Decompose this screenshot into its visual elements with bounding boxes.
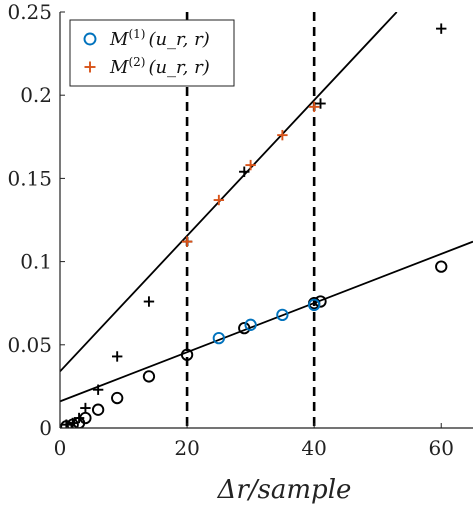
- series-3-point-7: [144, 371, 154, 381]
- series-4-point-9: [239, 167, 249, 177]
- y-tick-label-2: 0.1: [20, 250, 52, 274]
- fit-line-1: [60, 242, 473, 402]
- x-tick-label-3: 60: [429, 436, 454, 460]
- series-4-point-7: [144, 296, 154, 306]
- x-axis-label: Δr/sample: [217, 475, 352, 505]
- y-tick-label-1: 0.05: [7, 333, 52, 357]
- series-2-point-3: [245, 160, 255, 170]
- x-tick-label-0: 0: [54, 436, 67, 460]
- series-4-point-11: [436, 23, 446, 33]
- x-tick-label-2: 40: [301, 436, 326, 460]
- series-2-point-1: [182, 236, 192, 246]
- series-3-point-6: [112, 393, 122, 403]
- legend-label-1: M(1) (u_r, r): [109, 27, 210, 50]
- series-3-point-12: [436, 261, 446, 271]
- y-tick-label-5: 0.25: [7, 0, 52, 24]
- legend: M(1) (u_r, r) M(2) (u_r, r): [70, 20, 234, 86]
- series-4-point-6: [112, 351, 122, 361]
- y-tick-label-0: 0: [39, 416, 52, 440]
- series-4-point-4: [80, 403, 90, 413]
- x-tick-label-1: 20: [174, 436, 199, 460]
- series-2-point-2: [214, 195, 224, 205]
- series-3-point-5: [93, 404, 103, 414]
- legend-label-2: M(2) (u_r, r): [109, 55, 210, 78]
- y-tick-label-4: 0.2: [20, 83, 52, 107]
- y-tick-label-3: 0.15: [7, 166, 52, 190]
